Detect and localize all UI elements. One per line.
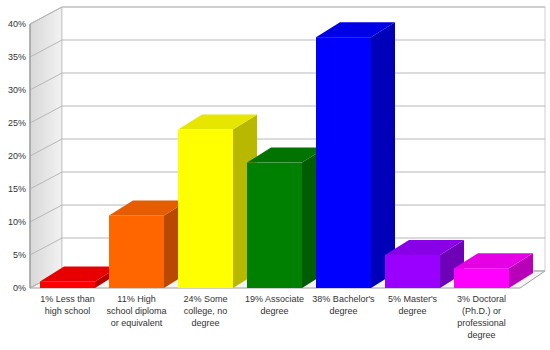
bar-top: [247, 148, 326, 163]
bar-top: [178, 115, 257, 130]
x-tick-label: 38% Bachelor's degree: [312, 294, 375, 316]
bar: [454, 268, 509, 288]
bar: [178, 130, 233, 288]
label-line: 5% Master's: [388, 294, 438, 304]
bar-top: [316, 22, 395, 37]
label-line: degree: [467, 330, 495, 340]
grid-line: [30, 106, 545, 123]
grid-line: [30, 73, 545, 90]
label-line: school diploma: [106, 306, 166, 316]
label-line: degree: [329, 306, 357, 316]
label-line: 11% High: [117, 294, 155, 304]
bars: [40, 22, 533, 288]
bar-top: [454, 253, 533, 268]
label-line: degree: [398, 306, 426, 316]
y-tick-label: 0%: [13, 283, 26, 293]
y-tick-label: 25%: [8, 118, 26, 128]
bar-top: [109, 200, 188, 215]
label-line: high school: [45, 306, 91, 316]
grid-line: [30, 40, 545, 57]
label-line: degree: [260, 306, 288, 316]
bar-group: [109, 200, 188, 288]
grid-line: [30, 7, 545, 24]
bar-group: [316, 22, 395, 288]
y-tick-label: 40%: [8, 19, 26, 29]
label-line: degree: [191, 318, 219, 328]
bar: [316, 37, 371, 288]
y-tick-label: 20%: [8, 151, 26, 161]
label-line: or equivalent: [111, 318, 163, 328]
label-line: college, no: [184, 306, 228, 316]
label-line: 24% Some: [183, 294, 227, 304]
bar: [385, 255, 440, 288]
bar-group: [385, 240, 464, 288]
bar-group: [40, 266, 119, 288]
bar-group: [178, 115, 257, 288]
x-tick-label: 1% Less than high school: [40, 294, 95, 316]
y-axis-line: [30, 24, 31, 288]
bar: [109, 215, 164, 288]
x-tick-label: 5% Master's degree: [388, 294, 438, 316]
bar-top: [40, 266, 119, 281]
chart: 0% 5% 10% 15% 20% 25% 30% 35% 40% 1% Less than hig…: [0, 0, 550, 350]
bar-top: [385, 240, 464, 255]
x-tick-label: 3% Doctoral (Ph.D.) or professional degree: [457, 294, 506, 340]
label-line: 38% Bachelor's: [312, 294, 375, 304]
y-tick-label: 35%: [8, 52, 26, 62]
label-line: (Ph.D.) or: [462, 306, 501, 316]
bar-side: [371, 22, 395, 288]
bar-group: [247, 148, 326, 288]
label-line: 19% Associate: [245, 294, 304, 304]
x-tick-label: 19% Associate degree: [245, 294, 304, 316]
x-tick-label: 24% Some college, no degree: [183, 294, 227, 328]
y-tick-label: 5%: [13, 250, 26, 260]
y-tick-label: 15%: [8, 184, 26, 194]
y-tick-label: 30%: [8, 85, 26, 95]
y-tick-label: 10%: [8, 217, 26, 227]
bar: [40, 281, 95, 288]
x-tick-label: 11% High school diploma or equivalent: [106, 294, 166, 328]
bar: [247, 163, 302, 288]
label-line: 3% Doctoral: [457, 294, 506, 304]
bar-group: [454, 253, 533, 288]
label-line: professional: [457, 318, 506, 328]
label-line: 1% Less than: [40, 294, 95, 304]
